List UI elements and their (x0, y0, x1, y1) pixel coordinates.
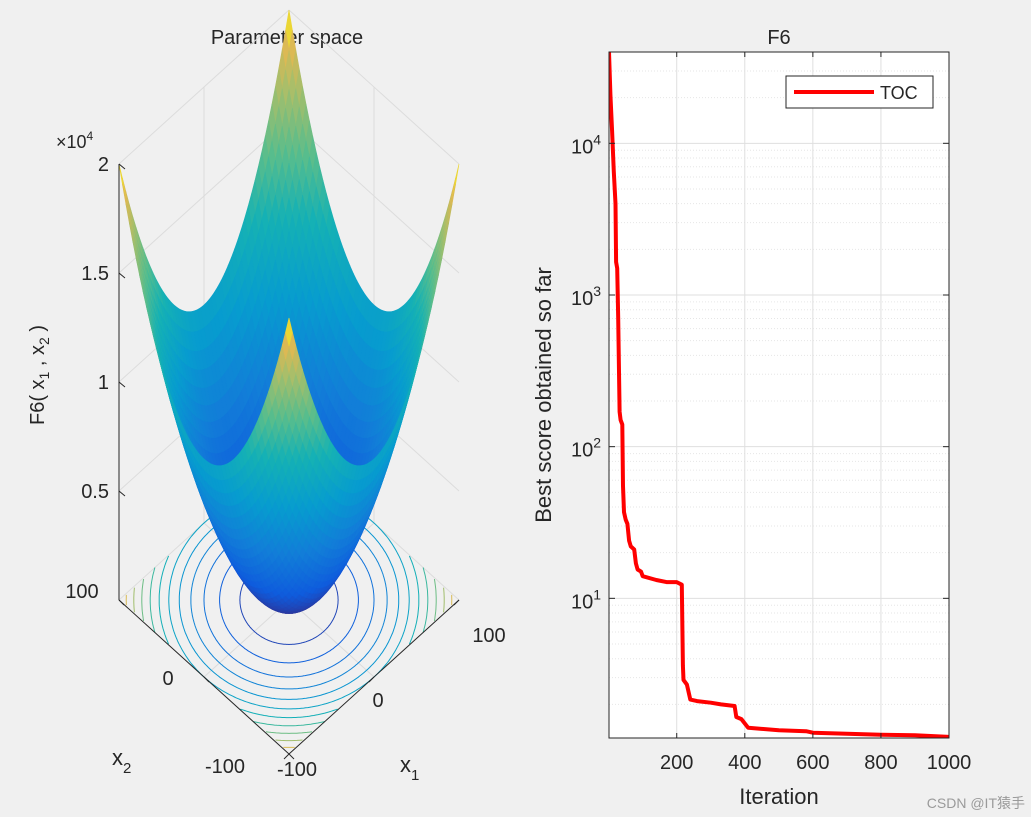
z-tick-labels: 0.5 1 1.5 2 (81, 154, 109, 503)
y-tick-label: 102 (571, 435, 601, 462)
series-line-toc (609, 52, 949, 738)
z-tick (118, 163, 126, 170)
x-tick-label: 200 (660, 752, 693, 774)
x-tick-label: 1000 (927, 752, 972, 774)
x-tick-label: 400 (728, 752, 761, 774)
x2-axis-label: x2 (112, 745, 131, 777)
surface-plot: Parameter space 0.511.52 ×104 F6( x1 , x… (27, 9, 506, 784)
grid-z-left (118, 118, 290, 274)
y-tick-labels: 101 102 103 104 (571, 131, 601, 613)
surface-axis-lines (118, 163, 460, 760)
x2-tick-label-2: 100 (65, 581, 98, 603)
x1-tick (368, 676, 375, 683)
surface-mesh (118, 9, 460, 614)
grid-z-right (288, 118, 460, 274)
z-tick (118, 272, 126, 279)
x1-axis-label: x1 (400, 752, 419, 784)
x1-tick (453, 599, 460, 606)
x1-tick (283, 753, 290, 760)
x-tick-label: 600 (796, 752, 829, 774)
x2-tick-label-0: -100 (205, 756, 245, 778)
z-exponent: ×104 (56, 129, 94, 152)
z-axis-label: F6( x1 , x2 ) (27, 325, 52, 425)
y-axis-label: Best score obtained so far (531, 267, 556, 523)
legend: TOC (785, 75, 934, 109)
x2-tick (118, 599, 125, 606)
x-axis-label: Iteration (739, 784, 819, 809)
convergence-title: F6 (767, 27, 790, 49)
z-tick-label: 1.5 (81, 263, 109, 285)
series-toc (609, 52, 949, 738)
x-tick-labels: 200 400 600 800 1000 (660, 752, 971, 774)
x1-tick-label-0: -100 (277, 759, 317, 781)
x-tick-label: 800 (864, 752, 897, 774)
y-tick-label: 103 (571, 283, 601, 310)
watermark: CSDN @IT猿手 (926, 795, 1025, 811)
tick-marks (609, 52, 950, 738)
legend-label-toc: TOC (880, 83, 918, 103)
surface-patch (285, 317, 293, 347)
x2-tick (203, 676, 210, 683)
z-tick (118, 381, 126, 388)
z-tick-label: 1 (98, 372, 109, 394)
plot-area (609, 52, 949, 738)
z-tick (118, 490, 126, 497)
y-tick-label: 104 (571, 131, 601, 158)
z-tick-label: 0.5 (81, 481, 109, 503)
x1-tick-label-2: 100 (472, 625, 505, 647)
plot-frame (608, 51, 950, 739)
x2-tick-label-1: 0 (162, 668, 173, 690)
z-tick-label: 2 (98, 154, 109, 176)
x1-tick-label-1: 0 (372, 690, 383, 712)
y-tick-label: 101 (571, 586, 601, 613)
convergence-plot: F6 200 400 600 800 1000 101 102 103 104 Iterati… (531, 27, 971, 809)
x2-tick (288, 753, 295, 760)
